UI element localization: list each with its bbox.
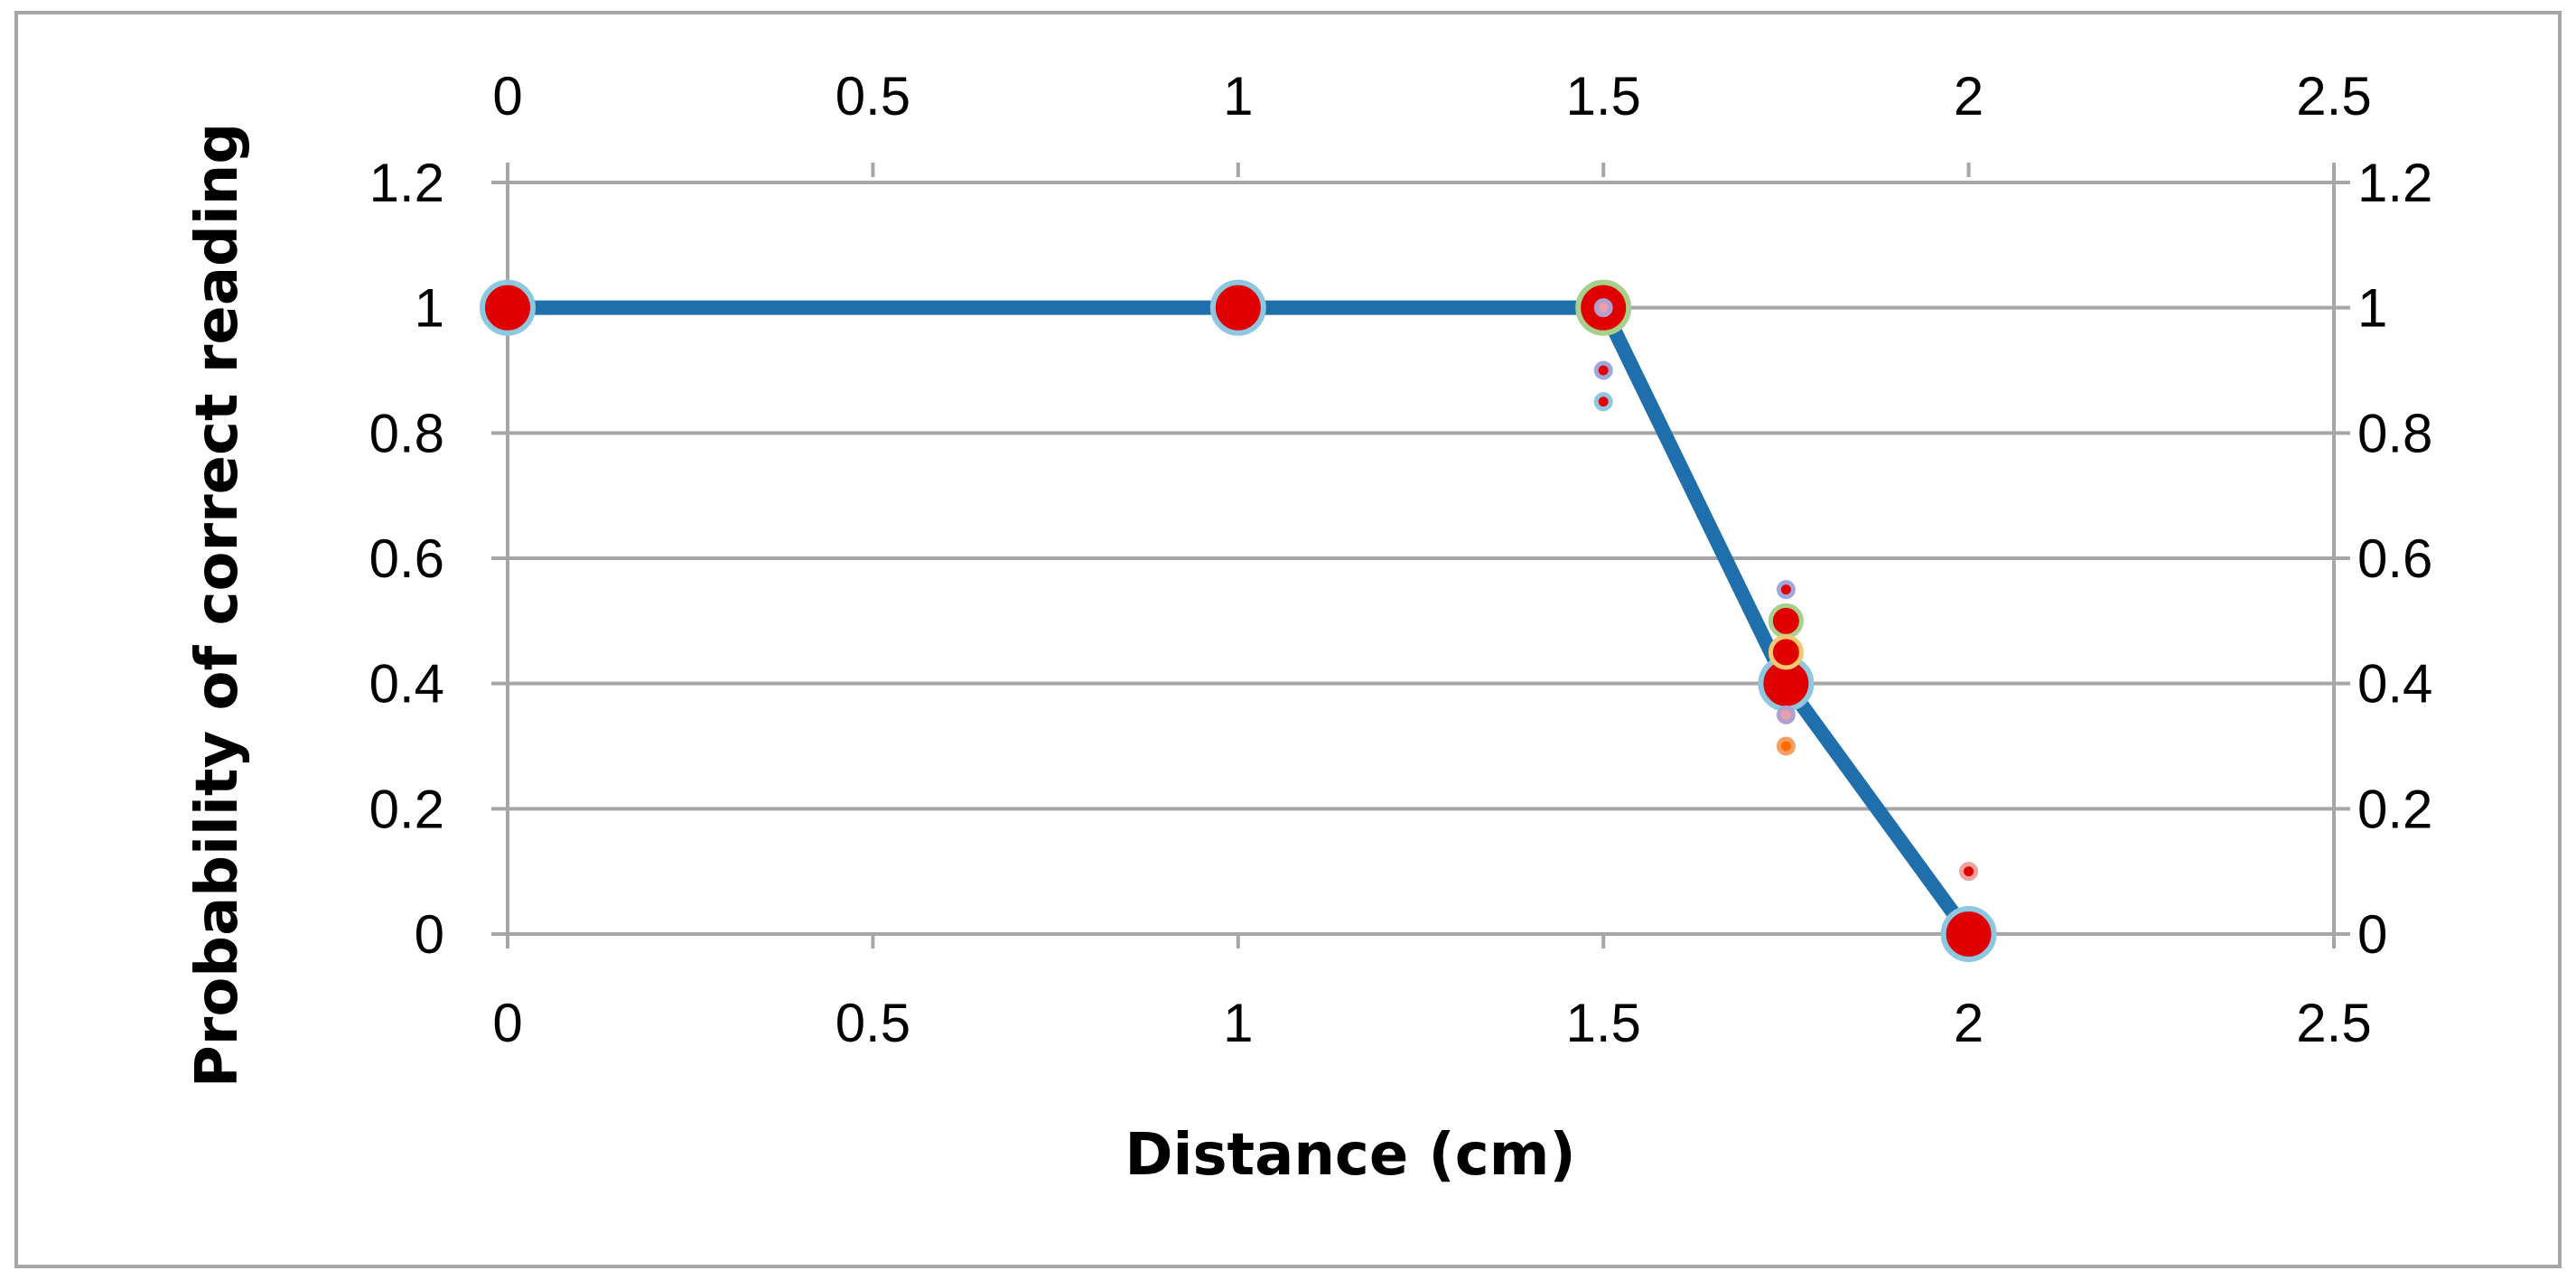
y-tick-label-left: 1.2	[369, 153, 444, 213]
x-tick-label-top: 2	[1954, 66, 1983, 126]
data-point	[480, 279, 536, 336]
data-point	[1959, 862, 1979, 882]
y-tick-label-right: 0.2	[2357, 779, 2432, 839]
x-tick-label-bottom: 0.5	[835, 993, 910, 1053]
data-point	[1593, 392, 1613, 412]
data-point	[1593, 360, 1613, 380]
y-tick-label-left: 0.4	[369, 654, 444, 715]
y-tick-label-left: 0	[415, 904, 444, 965]
data-markers	[480, 279, 1997, 962]
x-tick-label-top: 0	[492, 66, 522, 126]
data-point	[1593, 298, 1613, 318]
data-point	[1776, 705, 1796, 724]
x-tick-label-bottom: 2.5	[2296, 993, 2371, 1053]
data-point	[1776, 580, 1796, 600]
y-tick-label-right: 0.6	[2357, 528, 2432, 589]
y-axis-title: Probability of correct reading	[184, 123, 251, 1088]
x-tick-label-top: 2.5	[2296, 66, 2371, 126]
y-tick-label-right: 0.8	[2357, 403, 2432, 463]
x-tick-label-top: 1	[1223, 66, 1253, 126]
y-tick-label-left: 0.2	[369, 779, 444, 839]
x-tick-label-bottom: 0	[492, 993, 522, 1053]
x-axis-title: Distance (cm)	[1125, 1122, 1575, 1189]
data-point	[1776, 736, 1796, 756]
y-tick-label-left: 0.6	[369, 528, 444, 589]
y-tick-label-right: 1.2	[2357, 153, 2432, 213]
data-point	[1768, 603, 1804, 639]
y-tick-label-right: 1	[2357, 278, 2387, 339]
data-point	[1768, 634, 1804, 670]
axes	[491, 163, 2350, 948]
y-tick-label-left: 0.8	[369, 403, 444, 463]
x-tick-label-bottom: 1.5	[1565, 993, 1640, 1053]
y-tick-label-left: 1	[415, 278, 444, 339]
y-tick-label-right: 0.4	[2357, 654, 2432, 715]
data-point	[1209, 279, 1266, 336]
x-tick-label-bottom: 1	[1223, 993, 1253, 1053]
y-tick-label-right: 0	[2357, 904, 2387, 965]
x-tick-label-top: 0.5	[835, 66, 910, 126]
x-tick-label-top: 1.5	[1565, 66, 1640, 126]
chart-border	[14, 11, 2562, 1268]
data-point	[1940, 906, 1997, 962]
x-tick-label-bottom: 2	[1954, 993, 1983, 1053]
